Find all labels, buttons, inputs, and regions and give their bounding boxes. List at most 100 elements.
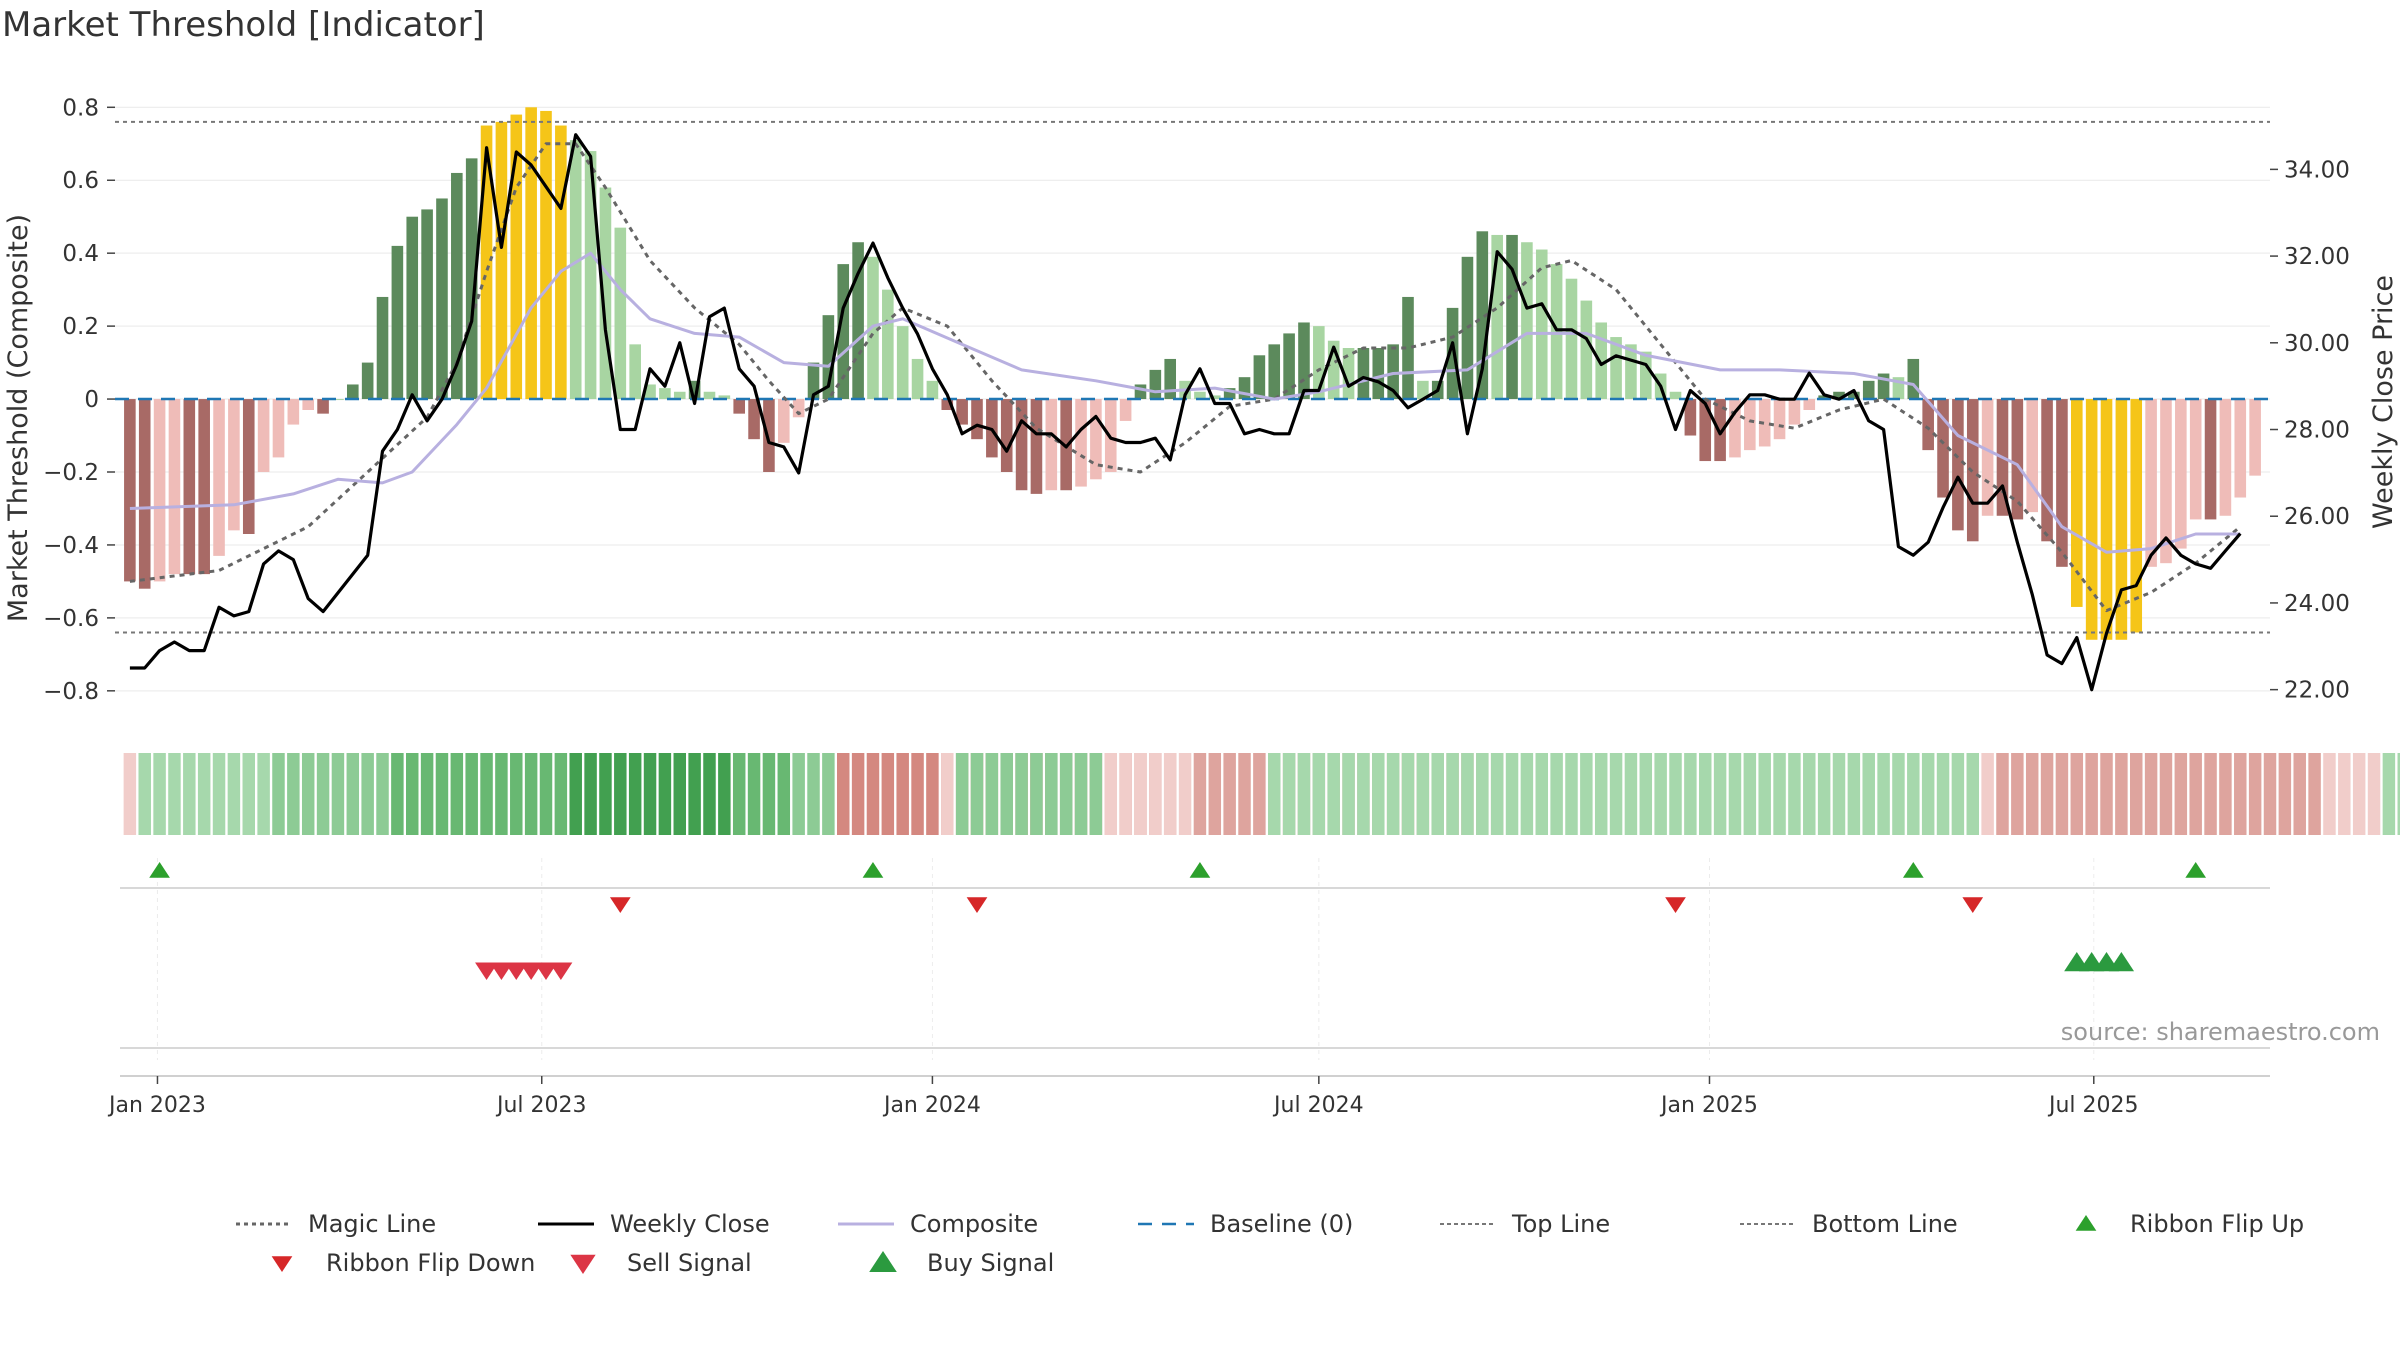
composite-bar [406,216,419,400]
composite-bar [614,227,627,400]
composite-bar [168,399,181,575]
composite-bar [1268,344,1281,400]
ribbon-cell [2070,753,2084,835]
ribbon-cell [1253,753,1266,835]
composite-bar [1981,399,1994,516]
composite-bar [1669,391,1682,400]
composite-bar [1788,399,1801,425]
x-axis-layer: Jan 2023 Jul 2023 Jan 2024 Jul 2024 Jan 2025… [107,1075,2270,1118]
legend-label: Baseline (0) [1210,1210,1353,1238]
ribbon-cell [2234,753,2247,835]
ribbon-cell [197,753,211,835]
ribbon-cell [2397,753,2400,835]
ribbon-cell [2189,753,2202,835]
ribbon-cell [1847,753,1861,835]
ribbon-cell [777,753,791,835]
ribbon-cell [183,753,196,835]
composite-bar [1208,395,1221,400]
ribbon-cell [554,753,568,835]
composite-bar [376,296,389,400]
ribbon-cell [1594,753,1608,835]
ribbon-cell [1758,753,1771,835]
composite-bar [451,172,463,400]
ribbon-cell [1238,753,1251,835]
composite-bar [1758,399,1771,447]
ribbon-cell [2204,753,2217,835]
x-tick-label: Jul 2024 [1272,1093,1364,1118]
ribbon-flip-up-marker [2185,862,2207,878]
composite-bar [2219,399,2232,516]
ribbon-cell [1817,753,1831,835]
ribbon-cell [1728,753,1742,835]
composite-bar [2100,399,2113,640]
ribbon-cell [1178,753,1192,835]
ribbon-layer [123,753,2400,835]
y-tick-label: −0.2 [43,460,99,486]
ribbon-cell [1208,753,1222,835]
composite-bar [629,344,641,400]
composite-bar [436,198,448,400]
composite-bar [1535,249,1548,400]
ribbon-cell [2025,753,2039,835]
composite-bar [1402,296,1414,400]
ribbon-cell [1565,753,1578,835]
composite-bar [1045,399,1058,491]
composite-bar [822,315,835,400]
ribbon-cell [1401,753,1415,835]
y-tick-label: 0.6 [62,168,99,194]
composite-bar [391,245,404,400]
composite-bar [896,326,909,400]
ribbon-cell [896,753,909,835]
ribbon-cell [822,753,835,835]
composite-bar [1238,377,1251,400]
ribbon-cell [331,753,345,835]
legend: Magic Line Weekly Close Composite Baseline … [236,1210,2304,1277]
y-tick-label: −0.6 [43,606,99,632]
ribbon-cell [703,753,716,835]
ribbon-cell [510,753,523,835]
ribbon-cell [807,753,820,835]
ribbon-cell [2174,753,2188,835]
composite-bar [480,125,493,400]
composite-bar [852,242,864,400]
ribbon-flip-down-marker [1665,897,1686,913]
axes-layer: 0.8 0.6 0.4 0.2 0 −0.2 −0.4 −0.6 −0.8 34.00 32.00 3… [43,95,2350,705]
ribbon-cell [1877,753,1890,835]
legend-label: Top Line [1511,1210,1610,1238]
ribbon-cell [1773,753,1786,835]
composite-bar [317,399,329,414]
composite-bar [1580,300,1593,400]
composite-bar [792,399,805,418]
composite-bar [1521,242,1533,400]
composite-bar [183,399,196,575]
ribbon-cell [2040,753,2054,835]
composite-bar [673,391,686,400]
ribbon-cell [1490,753,1504,835]
x-tick-label: Jan 2023 [107,1093,206,1118]
ribbon-cell [1267,753,1281,835]
composite-bar [1090,399,1102,480]
y2-tick-label: 34.00 [2284,157,2350,183]
composite-bar [124,399,136,582]
composite-bar [2189,399,2202,520]
legend-label: Ribbon Flip Up [2130,1210,2304,1238]
composite-bar [1327,340,1340,400]
ribbon-cell [1357,753,1370,835]
composite-bar [1030,399,1043,494]
ribbon-cell [1862,753,1875,835]
composite-bar [242,399,255,534]
ribbon-cell [985,753,999,835]
ribbon-cell [2100,753,2113,835]
ribbon-cell [1074,753,1088,835]
ribbon-cell [1223,753,1236,835]
composite-bar [1595,322,1608,400]
ribbon-cell [1015,753,1028,835]
composite-bar [1684,399,1697,436]
ribbon-cell [1193,753,1207,835]
composite-bar [807,362,820,400]
ribbon-cell [1342,753,1355,835]
sell-signal-marker [534,962,558,980]
composite-bar [2085,399,2098,640]
ribbon-cell [272,753,285,835]
composite-bar [1610,337,1622,400]
